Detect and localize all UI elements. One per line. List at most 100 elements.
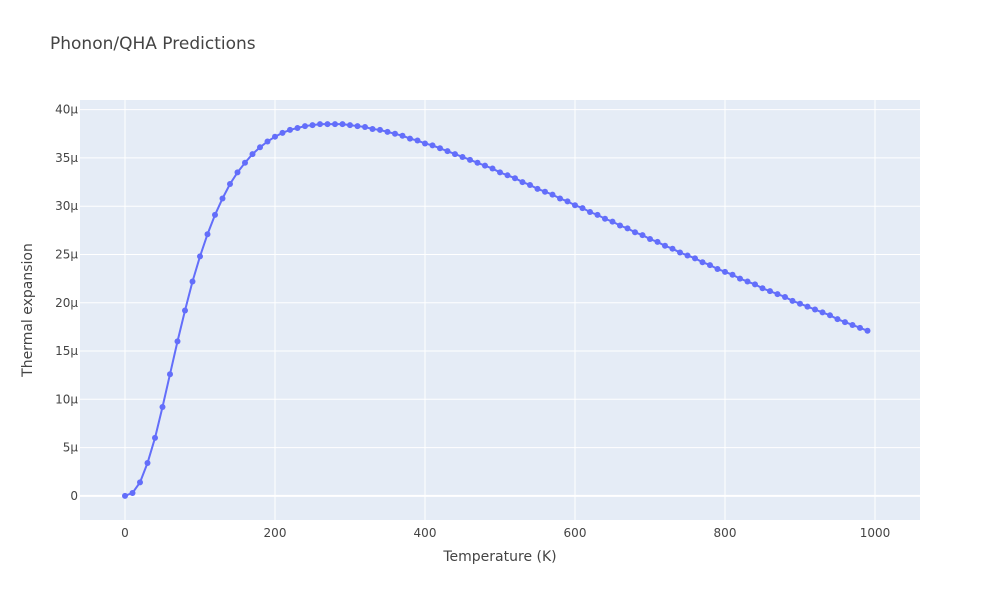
data-point[interactable] xyxy=(752,281,758,288)
data-point[interactable] xyxy=(264,138,271,145)
data-point[interactable] xyxy=(557,195,563,202)
data-point[interactable] xyxy=(144,460,151,467)
data-point[interactable] xyxy=(624,225,631,232)
data-point[interactable] xyxy=(789,297,796,304)
data-point[interactable] xyxy=(692,255,698,262)
data-point[interactable] xyxy=(152,434,158,441)
data-point[interactable] xyxy=(354,123,361,130)
data-point[interactable] xyxy=(602,215,608,222)
data-point[interactable] xyxy=(452,151,458,158)
data-point[interactable] xyxy=(804,303,811,310)
data-point[interactable] xyxy=(182,307,188,314)
data-point[interactable] xyxy=(444,148,451,155)
data-point[interactable] xyxy=(729,271,736,278)
data-point[interactable] xyxy=(857,324,863,331)
data-point[interactable] xyxy=(122,492,128,499)
data-point[interactable] xyxy=(647,236,653,243)
data-point[interactable] xyxy=(587,209,593,215)
data-point[interactable] xyxy=(767,288,773,295)
data-point[interactable] xyxy=(519,179,526,186)
data-point[interactable] xyxy=(309,122,316,129)
data-point[interactable] xyxy=(362,124,368,131)
data-point[interactable] xyxy=(459,153,466,160)
data-point[interactable] xyxy=(632,229,638,236)
data-point[interactable] xyxy=(369,125,376,132)
data-point[interactable] xyxy=(384,128,391,135)
data-point[interactable] xyxy=(497,169,503,176)
data-point[interactable] xyxy=(797,300,803,307)
data-point[interactable] xyxy=(534,185,541,192)
data-point[interactable] xyxy=(842,319,848,326)
data-point[interactable] xyxy=(234,169,241,176)
data-point[interactable] xyxy=(819,309,826,316)
data-point[interactable] xyxy=(744,278,751,285)
data-point[interactable] xyxy=(474,159,481,166)
data-point[interactable] xyxy=(219,195,226,202)
data-point[interactable] xyxy=(677,249,683,256)
data-point[interactable] xyxy=(339,121,346,128)
data-point[interactable] xyxy=(864,327,871,334)
data-point[interactable] xyxy=(422,140,428,147)
data-point[interactable] xyxy=(399,132,406,139)
data-point[interactable] xyxy=(759,285,766,292)
data-point[interactable] xyxy=(429,142,436,149)
data-point[interactable] xyxy=(714,265,721,272)
data-point[interactable] xyxy=(347,122,353,129)
data-point[interactable] xyxy=(527,181,533,188)
data-point[interactable] xyxy=(609,218,616,225)
data-point[interactable] xyxy=(377,126,383,133)
data-point[interactable] xyxy=(129,489,136,496)
data-point[interactable] xyxy=(317,121,323,128)
data-point[interactable] xyxy=(812,306,818,313)
data-point[interactable] xyxy=(549,191,556,198)
data-point[interactable] xyxy=(204,231,211,238)
data-point[interactable] xyxy=(189,278,196,285)
data-point[interactable] xyxy=(669,245,676,252)
data-point[interactable] xyxy=(504,172,511,179)
data-point[interactable] xyxy=(617,222,623,229)
data-point[interactable] xyxy=(572,202,578,209)
data-point[interactable] xyxy=(654,238,661,245)
data-point[interactable] xyxy=(167,371,173,378)
data-point[interactable] xyxy=(227,181,233,187)
data-point[interactable] xyxy=(827,312,833,319)
data-point[interactable] xyxy=(437,145,443,152)
data-point[interactable] xyxy=(279,129,286,136)
data-point[interactable] xyxy=(512,175,518,182)
data-point[interactable] xyxy=(684,252,691,259)
data-point[interactable] xyxy=(212,211,218,218)
data-point[interactable] xyxy=(662,242,668,249)
data-point[interactable] xyxy=(302,123,308,130)
data-point[interactable] xyxy=(639,232,646,239)
data-point[interactable] xyxy=(707,262,713,269)
data-point[interactable] xyxy=(467,156,473,163)
data-point[interactable] xyxy=(414,137,421,144)
data-point[interactable] xyxy=(159,404,166,411)
data-point[interactable] xyxy=(249,151,256,158)
data-point[interactable] xyxy=(579,205,586,212)
data-point[interactable] xyxy=(324,121,331,128)
data-point[interactable] xyxy=(699,259,706,266)
data-point[interactable] xyxy=(489,165,496,172)
data-point[interactable] xyxy=(564,198,571,205)
data-point[interactable] xyxy=(257,144,263,151)
data-point[interactable] xyxy=(272,133,278,140)
data-point[interactable] xyxy=(407,135,413,142)
data-point[interactable] xyxy=(774,291,781,298)
data-point[interactable] xyxy=(392,130,398,137)
data-point[interactable] xyxy=(782,293,788,300)
data-point[interactable] xyxy=(542,188,548,195)
data-point[interactable] xyxy=(722,268,728,275)
data-point[interactable] xyxy=(834,316,841,323)
data-point[interactable] xyxy=(294,125,301,131)
data-point[interactable] xyxy=(482,162,488,169)
data-point[interactable] xyxy=(137,479,143,486)
data-point[interactable] xyxy=(332,121,338,128)
data-point[interactable] xyxy=(287,126,293,133)
data-point[interactable] xyxy=(242,159,248,166)
data-point[interactable] xyxy=(197,253,203,260)
data-point[interactable] xyxy=(594,211,601,218)
data-point[interactable] xyxy=(737,275,743,282)
data-point[interactable] xyxy=(849,321,856,328)
